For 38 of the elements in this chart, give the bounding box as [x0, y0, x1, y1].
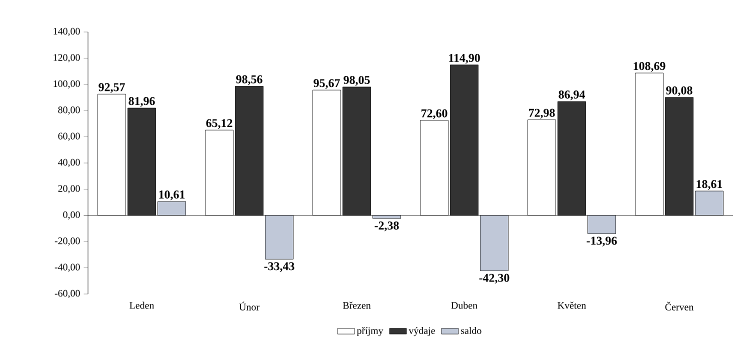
y-tick-label: 40,00	[58, 158, 80, 168]
data-label: 18,61	[696, 180, 722, 190]
legend-label: saldo	[461, 327, 482, 334]
data-label: 108,69	[634, 62, 666, 72]
data-label: 72,98	[529, 108, 555, 119]
data-label: 72,60	[422, 109, 448, 120]
data-label: 86,94	[558, 90, 585, 100]
x-tick-label: Únor	[239, 302, 260, 310]
data-label: 90,08	[666, 86, 692, 96]
x-tick-label: Červen	[665, 302, 694, 310]
x-tick-label: Březen	[342, 302, 371, 309]
data-label: -42,30	[479, 274, 510, 284]
y-tick-label: -20,00	[54, 238, 80, 246]
y-tick-label: 80,00	[58, 106, 80, 115]
y-tick-label: 60,00	[58, 132, 80, 141]
data-label: -13,96	[586, 236, 617, 246]
data-label: 95,67	[314, 79, 340, 89]
data-label: 65,12	[206, 119, 232, 129]
y-tick-label: 120,00	[54, 54, 80, 62]
y-tick-label: 20,00	[58, 185, 80, 194]
x-tick-label: Květen	[558, 302, 586, 309]
y-tick-label: -40,00	[54, 264, 80, 272]
data-label: -2,38	[374, 222, 399, 232]
data-label: 92,57	[98, 83, 125, 93]
legend-label: příjmy	[356, 327, 384, 336]
legend-label: výdaje	[408, 326, 435, 336]
x-tick-label: Leden	[130, 302, 154, 309]
y-tick-label: 100,00	[54, 80, 80, 88]
data-label: 114,90	[449, 54, 480, 64]
data-label: 81,96	[128, 97, 155, 107]
data-label: 10,61	[159, 190, 185, 200]
y-tick-label: 0,00	[63, 211, 80, 220]
x-tick-label: Duben	[451, 302, 478, 309]
data-label: -33,43	[264, 262, 294, 272]
y-tick-label: -60,00	[54, 290, 80, 298]
y-tick-label: 140,00	[54, 28, 80, 36]
data-label: 98,56	[236, 75, 262, 86]
data-label: 98,05	[344, 76, 370, 86]
